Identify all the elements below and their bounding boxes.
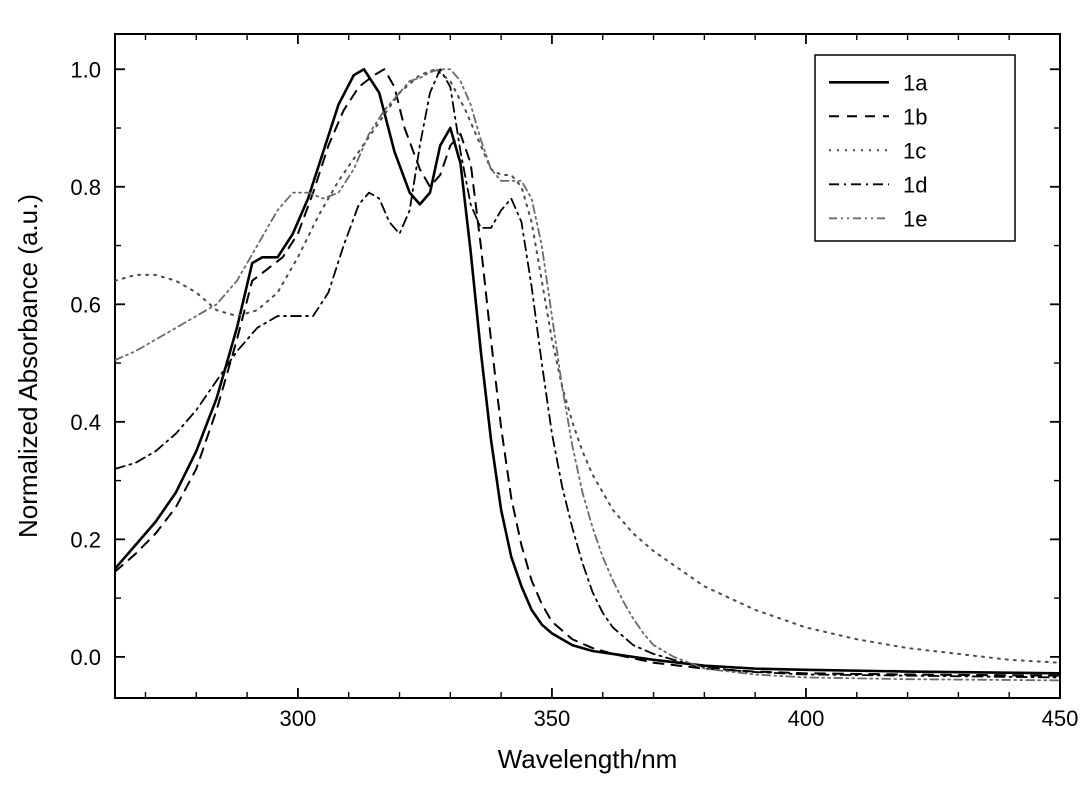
legend-label-1e: 1e	[903, 206, 927, 231]
x-tick-label: 450	[1042, 706, 1079, 731]
legend-label-1c: 1c	[903, 138, 926, 163]
y-tick-label: 0.2	[70, 527, 101, 552]
x-tick-label: 350	[534, 706, 571, 731]
spectrum-chart: 300 350 400 450 0.0 0.2 0.4 0.6 0.8 1.0 Wavelength…	[0, 0, 1091, 802]
legend-label-1b: 1b	[903, 104, 927, 129]
chart-svg: 300 350 400 450 0.0 0.2 0.4 0.6 0.8 1.0 Wavelength…	[0, 0, 1091, 802]
legend-label-1a: 1a	[903, 70, 928, 95]
y-axis-label: Normalized Absorbance (a.u.)	[13, 194, 43, 538]
y-tick-label: 0.0	[70, 645, 101, 670]
y-tick-label: 1.0	[70, 57, 101, 82]
x-axis-label: Wavelength/nm	[498, 744, 678, 774]
y-tick-label: 0.6	[70, 292, 101, 317]
y-tick-label: 0.4	[70, 410, 101, 435]
x-tick-label: 400	[788, 706, 825, 731]
y-tick-label: 0.8	[70, 175, 101, 200]
x-tick-label: 300	[280, 706, 317, 731]
legend-label-1d: 1d	[903, 172, 927, 197]
